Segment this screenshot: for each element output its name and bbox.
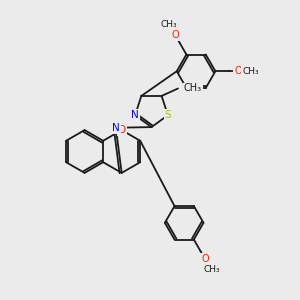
- Text: CH₃: CH₃: [242, 67, 259, 76]
- Text: N: N: [131, 110, 139, 120]
- Text: O: O: [118, 125, 126, 135]
- Text: O: O: [171, 30, 179, 40]
- Text: N: N: [112, 123, 120, 133]
- Text: O: O: [235, 66, 242, 76]
- Text: CH₃: CH₃: [184, 83, 202, 94]
- Text: O: O: [201, 254, 209, 264]
- Text: S: S: [165, 110, 171, 120]
- Text: CH₃: CH₃: [203, 266, 220, 274]
- Text: CH₃: CH₃: [160, 20, 177, 28]
